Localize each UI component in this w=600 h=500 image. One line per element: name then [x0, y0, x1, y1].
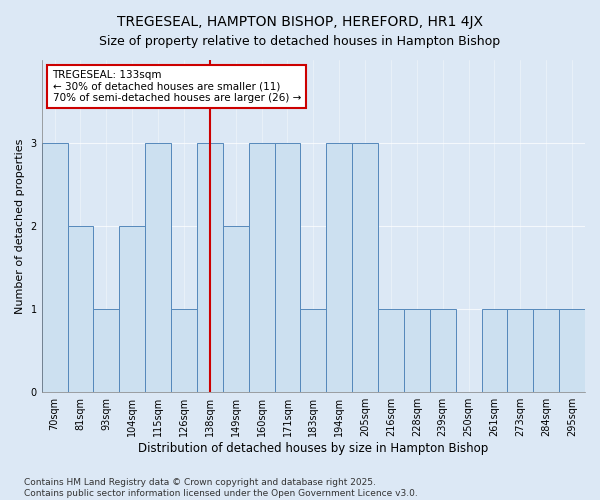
Bar	[482, 309, 508, 392]
Bar	[94, 309, 119, 392]
Bar	[41, 143, 68, 392]
Bar	[559, 309, 585, 392]
Bar	[533, 309, 559, 392]
X-axis label: Distribution of detached houses by size in Hampton Bishop: Distribution of detached houses by size …	[138, 442, 488, 455]
Text: Size of property relative to detached houses in Hampton Bishop: Size of property relative to detached ho…	[100, 35, 500, 48]
Bar	[171, 309, 197, 392]
Bar	[508, 309, 533, 392]
Bar	[119, 226, 145, 392]
Bar	[404, 309, 430, 392]
Bar	[275, 143, 301, 392]
Bar	[197, 143, 223, 392]
Bar	[248, 143, 275, 392]
Bar	[430, 309, 455, 392]
Text: Contains HM Land Registry data © Crown copyright and database right 2025.
Contai: Contains HM Land Registry data © Crown c…	[24, 478, 418, 498]
Bar	[301, 309, 326, 392]
Bar	[68, 226, 94, 392]
Text: TREGESEAL, HAMPTON BISHOP, HEREFORD, HR1 4JX: TREGESEAL, HAMPTON BISHOP, HEREFORD, HR1…	[117, 15, 483, 29]
Bar	[145, 143, 171, 392]
Bar	[326, 143, 352, 392]
Bar	[223, 226, 248, 392]
Bar	[378, 309, 404, 392]
Y-axis label: Number of detached properties: Number of detached properties	[15, 138, 25, 314]
Text: TREGESEAL: 133sqm
← 30% of detached houses are smaller (11)
70% of semi-detached: TREGESEAL: 133sqm ← 30% of detached hous…	[53, 70, 301, 103]
Bar	[352, 143, 378, 392]
